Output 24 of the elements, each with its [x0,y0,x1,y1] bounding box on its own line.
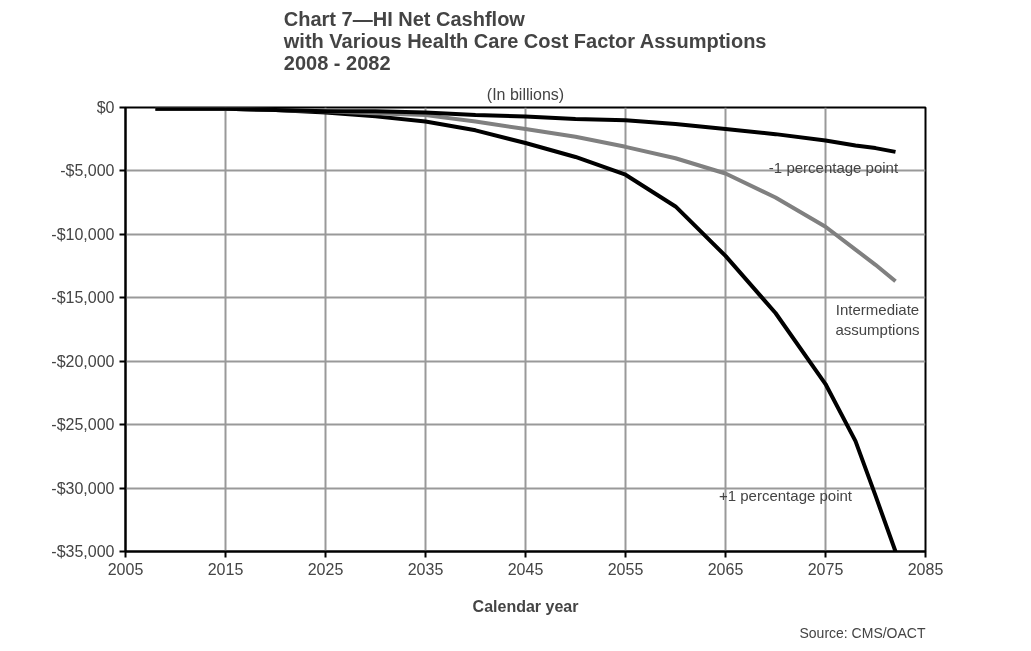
x-tick-label: 2025 [307,560,344,578]
x-axis-title: Calendar year [472,597,579,615]
y-tick-label: -$35,000 [51,543,115,560]
y-tick-label: -$20,000 [51,352,115,370]
y-tick-label: -$15,000 [51,289,115,307]
source-note: Source: CMS/OACT [799,624,926,641]
x-tick-label: 2035 [407,560,444,578]
x-tick-label: 2005 [107,560,144,578]
chart-subtitle: (In billions) [486,85,565,103]
series-label: -1 percentage point [768,159,899,177]
x-tick-label: 2045 [507,560,544,578]
x-tick-label: 2085 [907,560,944,578]
series-label: +1 percentage point [718,487,853,505]
x-tick-label: 2055 [607,560,644,578]
y-tick-label: -$10,000 [51,225,115,243]
y-tick-label: -$30,000 [51,479,115,497]
x-tick-label: 2075 [807,560,844,578]
y-tick-label: -$5,000 [60,162,115,180]
x-tick-label: 2065 [707,560,744,578]
text: Intermediate assumptions [835,300,920,338]
x-tick-label: 2015 [207,560,244,578]
y-tick-label: -$25,000 [51,416,115,434]
chart-title: Chart 7—HI Net Cashflow with Various Health Care Cost Factor Assumptions 2008 - 2082 [282,7,767,74]
y-tick-label: $0 [96,99,115,116]
